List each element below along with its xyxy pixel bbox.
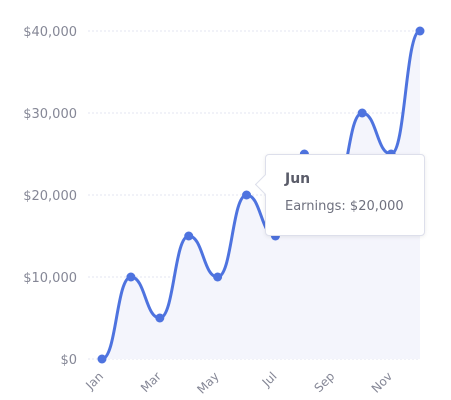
x-tick-label: Nov (369, 369, 395, 395)
y-tick-label: $40,000 (23, 25, 77, 40)
x-tick-label: Jul (259, 369, 280, 390)
data-point (155, 313, 165, 323)
x-tick-label: Jan (82, 369, 106, 393)
earnings-area-fill (102, 31, 420, 359)
y-tick-label: $10,000 (23, 271, 77, 286)
y-tick-label: $30,000 (23, 107, 77, 122)
data-point (97, 354, 107, 364)
chart-tooltip: Jun Earnings: $20,000 (254, 154, 425, 236)
x-tick-label: May (194, 369, 221, 396)
tooltip-body: Earnings: $20,000 (285, 199, 404, 214)
y-tick-label: $20,000 (23, 189, 77, 204)
tooltip-title: Jun (285, 171, 311, 187)
data-point (184, 231, 194, 241)
data-point (126, 272, 136, 282)
data-point (213, 272, 223, 282)
data-point (357, 108, 367, 118)
x-axis-ticks: Jan Mar May Jul Sep Nov (82, 369, 395, 396)
data-point (415, 26, 425, 36)
y-axis-ticks: $0 $10,000 $20,000 $30,000 $40,000 (23, 25, 77, 368)
x-tick-label: Sep (311, 369, 337, 395)
y-tick-label: $0 (60, 353, 77, 368)
data-point (242, 190, 252, 200)
x-tick-label: Mar (138, 369, 164, 395)
